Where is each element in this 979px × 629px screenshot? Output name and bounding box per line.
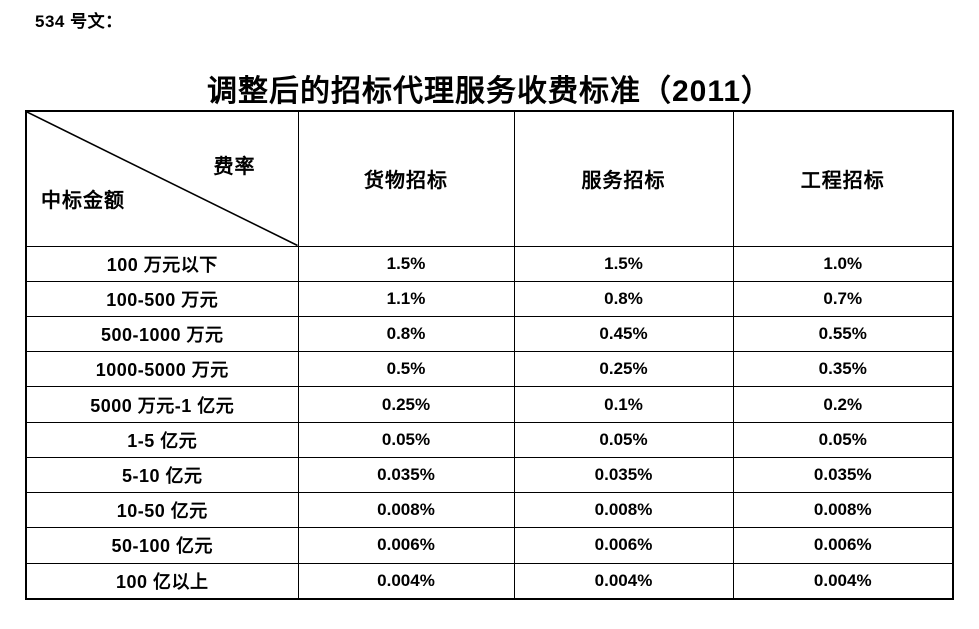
rate-value-cell: 0.45%: [513, 315, 734, 353]
rate-value-cell: 1.5%: [513, 245, 734, 282]
rate-value-cell: 0.006%: [297, 527, 515, 564]
rate-value-cell: 0.35%: [732, 351, 954, 388]
row-label-bid-amount-tier: 500-1000 万元: [25, 315, 299, 353]
page-title: 调整后的招标代理服务收费标准（2011）: [206, 75, 773, 109]
table-row: 50-100 亿元 0.006% 0.006% 0.006%: [25, 527, 954, 564]
table-row: 5-10 亿元 0.035% 0.035% 0.035%: [25, 456, 954, 494]
table-row: 5000 万元-1 亿元 0.25% 0.1% 0.2%: [25, 386, 954, 423]
row-label-bid-amount-tier: 10-50 亿元: [25, 492, 299, 529]
rate-value-cell: 1.1%: [297, 280, 515, 317]
rate-value-cell: 0.1%: [513, 386, 734, 423]
table-row: 500-1000 万元 0.8% 0.45% 0.55%: [25, 315, 954, 353]
row-label-bid-amount-tier: 100-500 万元: [25, 280, 299, 317]
column-header-service-tender: 服务招标: [513, 110, 734, 247]
rate-value-cell: 0.25%: [297, 386, 515, 423]
rate-value-cell: 0.006%: [732, 527, 954, 564]
rate-value-cell: 0.8%: [297, 315, 515, 353]
rate-value-cell: 0.05%: [513, 421, 734, 458]
fee-rate-table: 费率 中标金额 货物招标 服务招标 工程招标 100 万元以下 1.5% 1.5% 1…: [25, 110, 954, 600]
row-label-bid-amount-tier: 1-5 亿元: [25, 421, 299, 458]
row-label-bid-amount-tier: 100 万元以下: [25, 245, 299, 282]
diagonal-divider-line: [27, 112, 298, 246]
table-row: 1-5 亿元 0.05% 0.05% 0.05%: [25, 421, 954, 458]
row-label-bid-amount-tier: 1000-5000 万元: [25, 351, 299, 388]
rate-value-cell: 0.004%: [297, 562, 515, 600]
table-row: 100-500 万元 1.1% 0.8% 0.7%: [25, 280, 954, 317]
rate-value-cell: 0.035%: [297, 456, 515, 494]
table-row: 100 万元以下 1.5% 1.5% 1.0%: [25, 245, 954, 282]
rate-value-cell: 0.55%: [732, 315, 954, 353]
column-header-engineering-tender: 工程招标: [732, 110, 954, 247]
rate-value-cell: 0.7%: [732, 280, 954, 317]
corner-label-bid-amount: 中标金额: [41, 190, 125, 212]
rate-value-cell: 0.008%: [513, 492, 734, 529]
row-label-bid-amount-tier: 100 亿以上: [25, 562, 299, 600]
table-row: 100 亿以上 0.004% 0.004% 0.004%: [25, 562, 954, 600]
rate-value-cell: 1.0%: [732, 245, 954, 282]
document-number-label: 534 号文：: [35, 12, 123, 31]
row-label-bid-amount-tier: 5000 万元-1 亿元: [25, 386, 299, 423]
column-header-goods-tender: 货物招标: [297, 110, 515, 247]
rate-value-cell: 0.8%: [513, 280, 734, 317]
table-body: 100 万元以下 1.5% 1.5% 1.0% 100-500 万元 1.1% 0.8% 0.…: [25, 245, 954, 600]
row-label-bid-amount-tier: 50-100 亿元: [25, 527, 299, 564]
rate-value-cell: 0.008%: [297, 492, 515, 529]
rate-value-cell: 0.035%: [732, 456, 954, 494]
row-label-bid-amount-tier: 5-10 亿元: [25, 456, 299, 494]
fee-table-container: 费率 中标金额 货物招标 服务招标 工程招标 100 万元以下 1.5% 1.5% 1…: [25, 110, 954, 600]
rate-value-cell: 0.2%: [732, 386, 954, 423]
rate-value-cell: 0.5%: [297, 351, 515, 388]
rate-value-cell: 0.05%: [732, 421, 954, 458]
rate-value-cell: 0.004%: [732, 562, 954, 600]
rate-value-cell: 0.004%: [513, 562, 734, 600]
rate-value-cell: 0.035%: [513, 456, 734, 494]
corner-label-rate: 费率: [213, 156, 256, 178]
rate-value-cell: 0.008%: [732, 492, 954, 529]
table-row: 10-50 亿元 0.008% 0.008% 0.008%: [25, 492, 954, 529]
rate-value-cell: 0.006%: [513, 527, 734, 564]
rate-value-cell: 0.05%: [297, 421, 515, 458]
table-header-row: 费率 中标金额 货物招标 服务招标 工程招标: [25, 110, 954, 247]
rate-value-cell: 1.5%: [297, 245, 515, 282]
rate-value-cell: 0.25%: [513, 351, 734, 388]
diagonal-corner-cell: 费率 中标金额: [25, 110, 299, 247]
table-row: 1000-5000 万元 0.5% 0.25% 0.35%: [25, 351, 954, 388]
